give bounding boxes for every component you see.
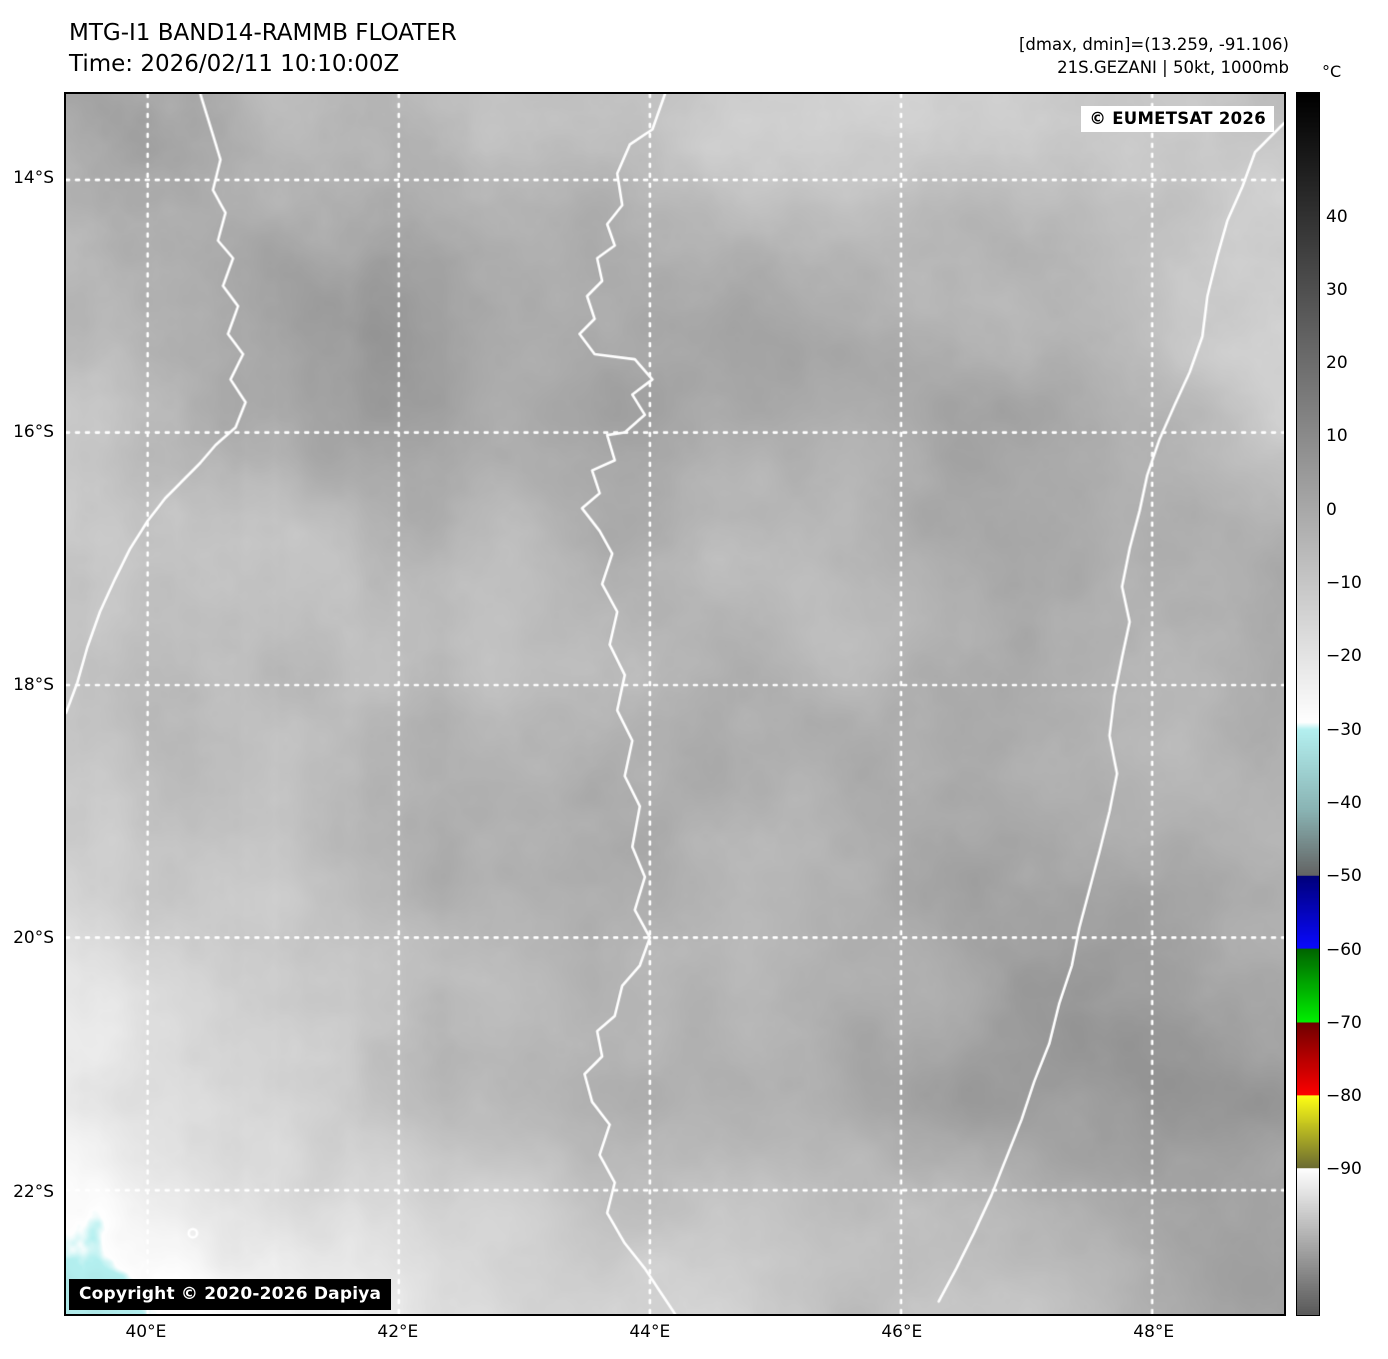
data-minmax-label: [dmax, dmin]=(13.259, -91.106) [1019,35,1289,54]
satellite-imagery-plot[interactable]: © EUMETSAT 2026 Copyright © 2020-2026 Da… [64,92,1286,1316]
storm-info-label: 21S.GEZANI | 50kt, 1000mb [1057,58,1289,77]
colorbar-tick-label: −90 [1326,1159,1362,1180]
colorbar-tick-label: 30 [1326,279,1348,300]
y-axis-tick-label: 18°S [13,674,54,695]
eumetsat-copyright-badge: © EUMETSAT 2026 [1081,106,1274,132]
temperature-colorbar [1296,92,1320,1316]
infrared-cloud-canvas [66,94,1284,1314]
colorbar-unit-label: °C [1322,62,1342,81]
y-axis-tick-label: 20°S [13,928,54,949]
x-axis-tick-label: 40°E [125,1322,167,1342]
header-meta-block: [dmax, dmin]=(13.259, -91.106) 21S.GEZAN… [1019,33,1289,79]
y-axis-tick-label: 16°S [13,421,54,442]
colorbar-tick-label: 0 [1326,499,1337,520]
colorbar-tick-label: 20 [1326,353,1348,374]
colorbar-tick-label: −80 [1326,1086,1362,1107]
timestamp-label: Time: 2026/02/11 10:10:00Z [69,51,400,77]
colorbar-tick-label: −30 [1326,719,1362,740]
colorbar-tick-label: −10 [1326,573,1362,594]
colorbar-tick-label: 10 [1326,426,1348,447]
x-axis-tick-label: 48°E [1133,1322,1175,1342]
x-axis-tick-label: 44°E [629,1322,671,1342]
page-title: MTG-I1 BAND14-RAMMB FLOATER [69,20,457,46]
dapiya-copyright-badge: Copyright © 2020-2026 Dapiya [69,1279,392,1310]
colorbar-tick-label: −40 [1326,792,1362,813]
x-axis-tick-label: 46°E [881,1322,923,1342]
colorbar-tick-label: −70 [1326,1012,1362,1033]
y-axis-tick-label: 22°S [13,1181,54,1202]
colorbar-tick-label: 40 [1326,206,1348,227]
colorbar-tick-label: −50 [1326,866,1362,887]
colorbar-gradient [1296,92,1320,1316]
colorbar-tick-label: −20 [1326,646,1362,667]
x-axis-tick-label: 42°E [377,1322,419,1342]
y-axis-tick-label: 14°S [13,168,54,189]
colorbar-tick-label: −60 [1326,939,1362,960]
header-title-block: MTG-I1 BAND14-RAMMB FLOATER Time: 2026/0… [69,18,457,80]
